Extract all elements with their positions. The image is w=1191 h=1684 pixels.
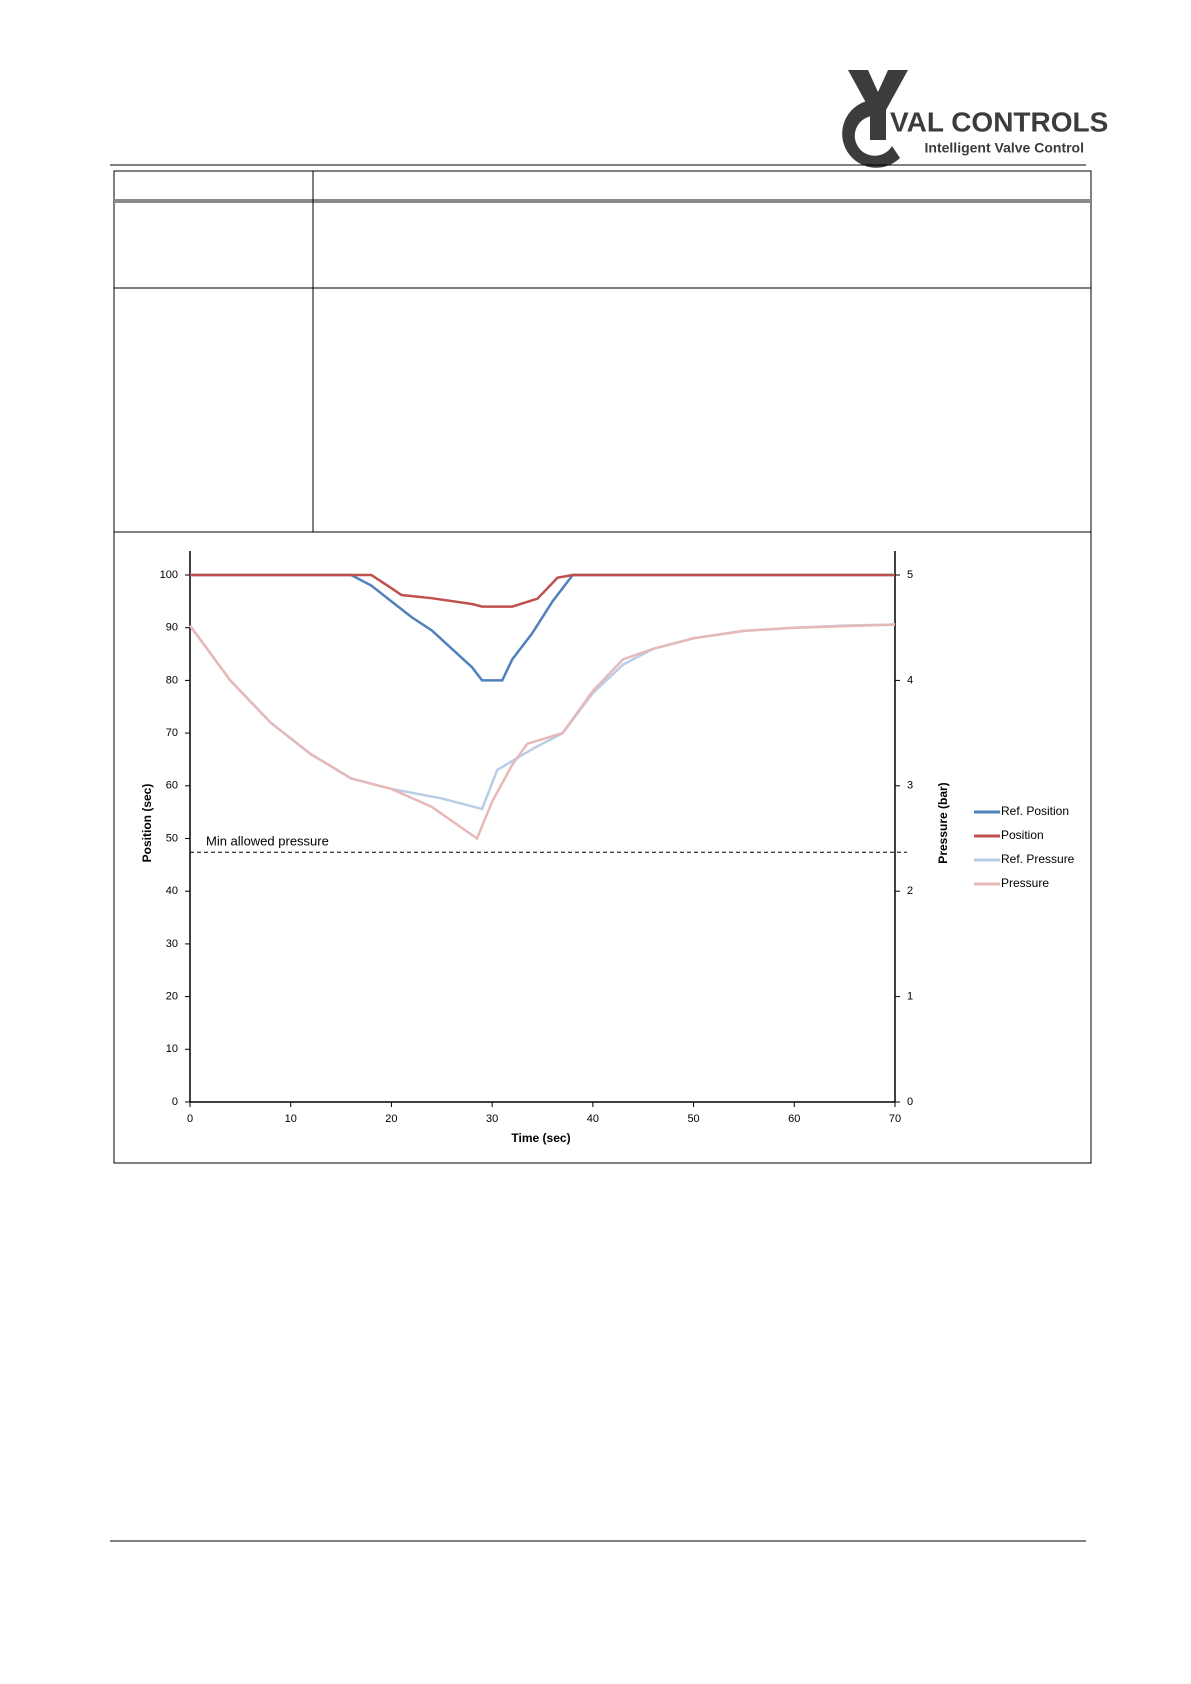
threshold-label: Min allowed pressure (206, 834, 329, 849)
y-tick-label: 30 (166, 938, 178, 950)
legend-label: Position (1001, 828, 1044, 842)
x-tick-label: 0 (187, 1113, 193, 1125)
x-tick-label: 40 (587, 1113, 599, 1125)
x-tick-label: 10 (285, 1113, 297, 1125)
x-tick-label: 50 (687, 1113, 699, 1125)
series-line (188, 623, 896, 841)
y-tick-label: 50 (166, 832, 178, 844)
y-tick-label: 40 (166, 885, 178, 897)
y-tick-label: 80 (166, 674, 178, 686)
tagline: Intelligent Valve Control (925, 140, 1084, 156)
y2-axis-label: Pressure (bar) (936, 782, 950, 863)
logo-y (848, 70, 908, 140)
y-tick-label: 60 (166, 780, 178, 792)
y-tick-label: 20 (166, 991, 178, 1003)
y2-tick-label: 2 (907, 885, 913, 897)
legend-label: Pressure (1001, 876, 1049, 890)
y-tick-label: 90 (166, 622, 178, 634)
chart: Time (sec) Position (sec) Pressure (bar)… (140, 551, 1075, 1145)
y2-tick-label: 3 (907, 780, 913, 792)
series-line (190, 573, 895, 682)
legend-label: Ref. Pressure (1001, 852, 1075, 866)
y-tick-label: 0 (172, 1096, 178, 1108)
table-border (113, 170, 1092, 1164)
y-axis-label: Position (sec) (140, 784, 154, 863)
y2-tick-label: 4 (907, 674, 913, 686)
legend-label: Ref. Position (1001, 804, 1069, 818)
y2-tick-label: 0 (907, 1096, 913, 1108)
table (113, 170, 1092, 1164)
y-tick-label: 100 (160, 569, 178, 581)
logo-c (842, 100, 900, 168)
x-axis-label: Time (sec) (511, 1131, 570, 1145)
x-tick-label: 60 (788, 1113, 800, 1125)
series-line (188, 623, 896, 811)
logo: VAL CONTROLS Intelligent Valve Control (842, 70, 1108, 168)
y2-tick-label: 5 (907, 569, 913, 581)
y-tick-label: 70 (166, 727, 178, 739)
y2-tick-label: 1 (907, 991, 913, 1003)
brand: VAL CONTROLS (890, 106, 1108, 137)
series-line (190, 573, 895, 608)
x-tick-label: 30 (486, 1113, 498, 1125)
x-tick-label: 70 (889, 1113, 901, 1125)
x-tick-label: 20 (385, 1113, 397, 1125)
y-tick-label: 10 (166, 1043, 178, 1055)
